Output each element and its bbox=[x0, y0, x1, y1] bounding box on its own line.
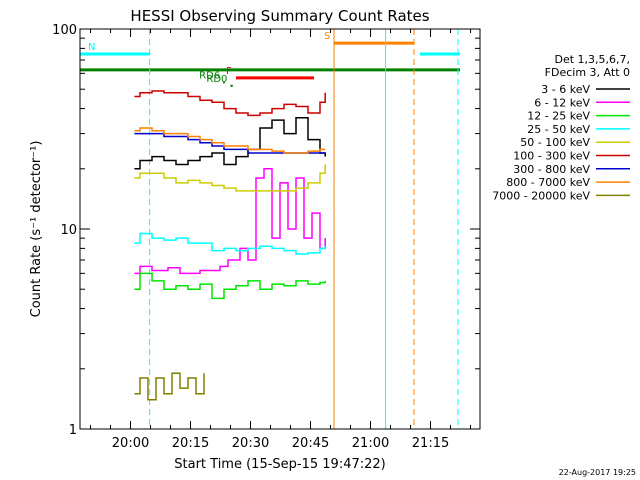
flag-label: RD0 bbox=[206, 74, 227, 85]
series-lines bbox=[134, 90, 326, 401]
flag-label: S bbox=[324, 31, 330, 42]
y-axis-label: Count Rate (s⁻¹ detector⁻¹) bbox=[29, 141, 44, 318]
legend-header: FDecim 3, Att 0 bbox=[545, 66, 630, 79]
series-line bbox=[134, 90, 326, 117]
series-line bbox=[134, 164, 326, 192]
legend-label: 7000 - 20000 keV bbox=[492, 189, 590, 202]
series-line bbox=[134, 232, 326, 255]
x-axis-ticks: 20:00 20:15 20:30 20:45 21:00 21:15 bbox=[90, 29, 472, 451]
x-tick-label: 20:00 bbox=[112, 436, 149, 451]
flag-label: F bbox=[226, 66, 232, 77]
legend: Det 1,3,5,6,7,FDecim 3, Att 0 3 - 6 keV6 … bbox=[492, 53, 630, 202]
x-tick-label: 21:15 bbox=[412, 436, 449, 451]
legend-label: 800 - 7000 keV bbox=[506, 176, 590, 189]
x-axis-label: Start Time (15-Sep-15 19:47:22) bbox=[174, 457, 385, 472]
x-tick-label: 20:15 bbox=[172, 436, 209, 451]
series-line bbox=[134, 116, 326, 170]
series-line bbox=[134, 127, 326, 154]
y-tick-label: 1 bbox=[69, 423, 77, 438]
legend-header: Det 1,3,5,6,7, bbox=[554, 53, 630, 66]
legend-label: 12 - 25 keV bbox=[527, 110, 590, 123]
y-tick-label: 100 bbox=[52, 23, 77, 38]
x-tick-label: 21:00 bbox=[352, 436, 389, 451]
legend-label: 100 - 300 keV bbox=[513, 150, 590, 163]
series-line bbox=[134, 132, 326, 154]
y-tick-label: 10 bbox=[60, 223, 77, 238]
legend-label: 6 - 12 keV bbox=[534, 96, 590, 109]
y-axis-ticks: 1 10 100 bbox=[52, 23, 480, 438]
flag-label: RD6 bbox=[199, 71, 220, 82]
vertical-markers bbox=[149, 29, 459, 429]
legend-label: 3 - 6 keV bbox=[541, 83, 590, 96]
x-tick-label: 20:30 bbox=[232, 436, 269, 451]
legend-label: 300 - 800 keV bbox=[513, 163, 590, 176]
footer-date: 22-Aug-2017 19:25 bbox=[559, 468, 636, 477]
series-line bbox=[134, 372, 205, 401]
series-line bbox=[134, 272, 326, 300]
legend-label: 50 - 100 keV bbox=[520, 136, 590, 149]
flag-label: N bbox=[88, 42, 95, 53]
x-tick-label: 20:45 bbox=[292, 436, 329, 451]
chart-title: HESSI Observing Summary Count Rates bbox=[130, 7, 429, 25]
legend-label: 25 - 50 keV bbox=[527, 123, 590, 136]
series-line bbox=[134, 168, 326, 275]
